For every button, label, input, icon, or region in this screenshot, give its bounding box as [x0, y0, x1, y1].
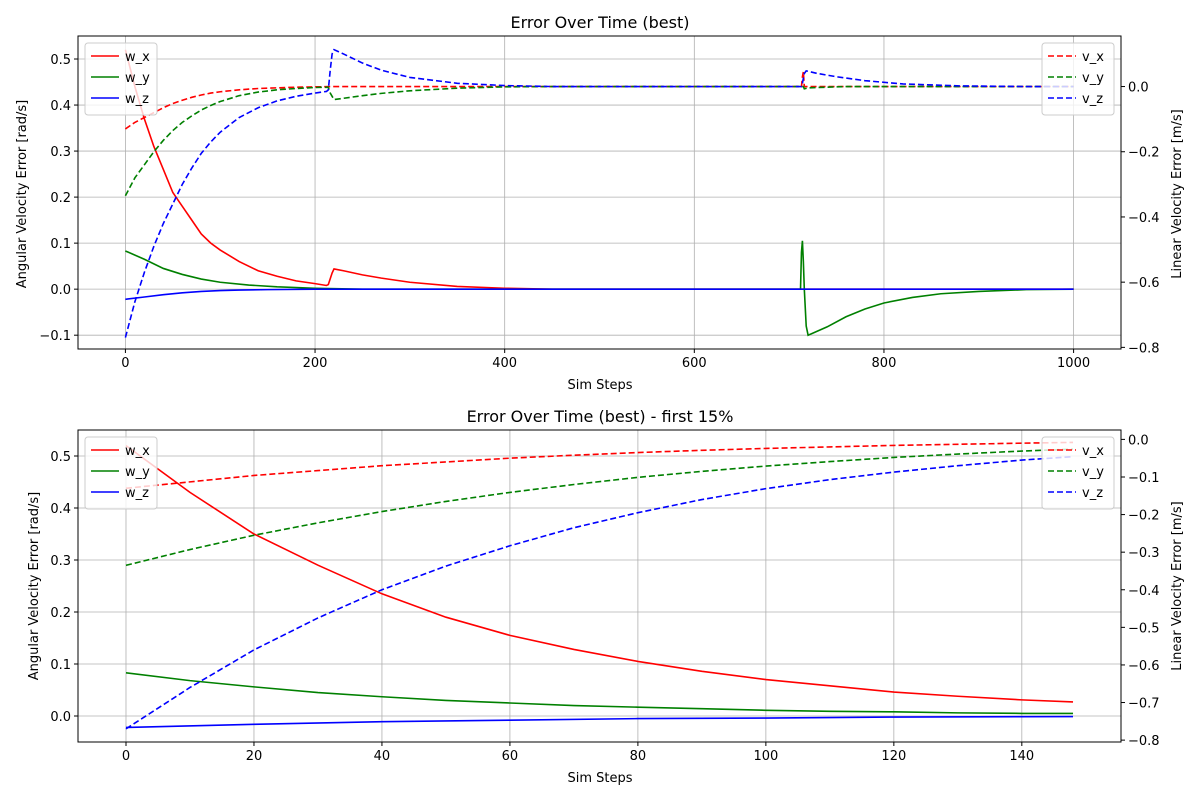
legend-box: [84, 42, 158, 116]
legend-label-v_y: v_y: [1082, 465, 1104, 480]
plot-frame: [77, 429, 1122, 743]
legend-box: [1041, 436, 1115, 510]
y-tick-label: 0.2: [50, 191, 71, 206]
y-tick-label: 0.1: [50, 237, 71, 252]
legend-linear: v_x v_y v_z: [1041, 436, 1115, 510]
x-tick-label: 100: [753, 749, 778, 764]
legend-box: [84, 436, 158, 510]
y2-tick-label: −0.7: [1128, 697, 1160, 712]
y2-tick-label: −0.4: [1128, 584, 1160, 599]
x-tick-label: 1000: [1057, 356, 1090, 371]
legend-label-v_y: v_y: [1082, 71, 1104, 86]
x-tick-label: 20: [246, 749, 263, 764]
y2-tick-label: −0.1: [1128, 471, 1160, 486]
series-line-v_z: [125, 455, 1074, 730]
series-line-w_y: [125, 672, 1074, 715]
y2-tick-label: −0.3: [1128, 546, 1160, 561]
x-tick-label: 600: [682, 356, 707, 371]
x-tick-label: 120: [881, 749, 906, 764]
chart-title: Error Over Time (best): [511, 13, 690, 32]
series-line-w_x: [125, 444, 1074, 703]
y-tick-label: 0.2: [50, 606, 71, 621]
chart-title: Error Over Time (best) - first 15%: [467, 407, 734, 426]
x-tick-label: 800: [872, 356, 897, 371]
legend-label-w_z: w_z: [125, 92, 149, 107]
y-tick-label: 0.4: [50, 99, 71, 114]
legend-linear: v_x v_y v_z: [1041, 42, 1115, 116]
y2-tick-label: 0.0: [1128, 81, 1149, 96]
legend-label-w_y: w_y: [125, 71, 150, 86]
series-line-v_z: [124, 48, 1074, 338]
series-line-w_y: [125, 240, 1074, 337]
legend-label-w_x: w_x: [125, 444, 150, 459]
y-tick-label: 0.0: [50, 283, 71, 298]
y2-tick-label: −0.6: [1128, 276, 1160, 291]
y-tick-label: −0.1: [39, 329, 71, 344]
y-axis-label: Angular Velocity Error [rad/s]: [15, 100, 30, 289]
y2-tick-label: 0.0: [1128, 433, 1149, 448]
legend-label-w_x: w_x: [125, 50, 150, 65]
legend-box: [1041, 42, 1115, 116]
y-tick-label: 0.4: [50, 502, 71, 517]
x-tick-label: 140: [1009, 749, 1034, 764]
y-tick-label: 0.0: [50, 710, 71, 725]
y2-axis-label: Linear Velocity Error [m/s]: [1170, 501, 1185, 670]
y-tick-label: 0.3: [50, 145, 71, 160]
y2-tick-label: −0.8: [1128, 734, 1160, 749]
series-line-w_z: [125, 288, 1074, 301]
y2-tick-label: −0.8: [1128, 341, 1160, 356]
legend-label-v_x: v_x: [1082, 444, 1104, 459]
legend-label-w_y: w_y: [125, 465, 150, 480]
x-tick-label: 400: [492, 356, 517, 371]
y-axis-label: Angular Velocity Error [rad/s]: [27, 492, 42, 681]
y2-tick-label: −0.5: [1128, 621, 1160, 636]
y2-tick-label: −0.6: [1128, 659, 1160, 674]
y2-tick-label: −0.2: [1128, 509, 1160, 524]
y-tick-label: 0.3: [50, 554, 71, 569]
x-tick-label: 0: [121, 356, 129, 371]
series-line-w_x: [124, 49, 1074, 290]
x-tick-label: 0: [122, 749, 130, 764]
legend-angular: w_x w_y w_z: [84, 436, 158, 510]
x-tick-label: 40: [374, 749, 391, 764]
y-tick-label: 0.5: [50, 53, 71, 68]
x-axis-label: Sim Steps: [567, 771, 632, 786]
x-tick-label: 60: [502, 749, 519, 764]
y2-tick-label: −0.4: [1128, 211, 1160, 226]
plot-frame: [77, 35, 1122, 350]
series-line-v_y: [125, 448, 1074, 567]
x-tick-label: 80: [630, 749, 647, 764]
series-line-v_x: [125, 441, 1074, 490]
series-line-w_z: [125, 715, 1074, 729]
y2-axis-label: Linear Velocity Error [m/s]: [1170, 109, 1185, 278]
legend-label-v_z: v_z: [1082, 486, 1103, 501]
y2-tick-label: −0.2: [1128, 146, 1160, 161]
legend-label-v_x: v_x: [1082, 50, 1104, 65]
y-tick-label: 0.5: [50, 450, 71, 465]
x-axis-label: Sim Steps: [567, 378, 632, 393]
x-tick-label: 200: [303, 356, 328, 371]
legend-label-v_z: v_z: [1082, 92, 1103, 107]
legend-label-w_z: w_z: [125, 486, 149, 501]
y-tick-label: 0.1: [50, 658, 71, 673]
legend-angular: w_x w_y w_z: [84, 42, 158, 116]
series-line-v_x: [124, 71, 1074, 130]
chart-bottom: Error Over Time (best) - first 15% Sim S…: [27, 407, 1185, 786]
series-line-v_y: [124, 85, 1074, 197]
chart-top: Error Over Time (best) Sim Steps Angular…: [15, 13, 1185, 393]
